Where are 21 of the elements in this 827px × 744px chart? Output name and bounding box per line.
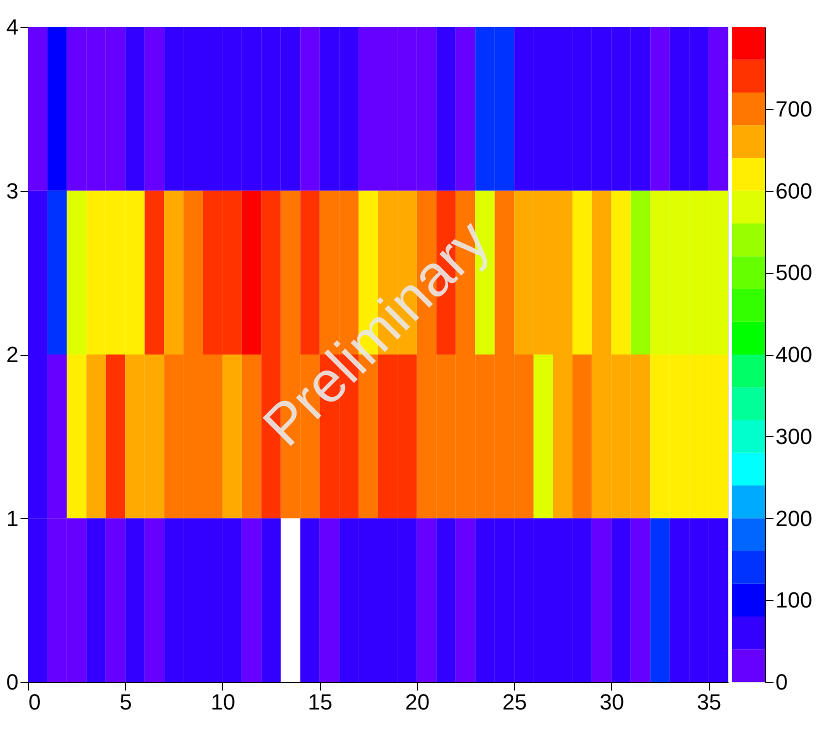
- x-tick-label: 0: [28, 690, 41, 714]
- x-tick-label: 35: [696, 690, 722, 714]
- y-tick-label: 2: [6, 342, 18, 367]
- color-bar-label: 600: [776, 178, 812, 204]
- x-tick-label: 5: [120, 690, 132, 714]
- color-bar-label: 0: [776, 670, 788, 694]
- x-tick-label: 10: [210, 690, 236, 714]
- x-tick-label: 25: [502, 690, 527, 714]
- color-bar-label: 100: [776, 588, 812, 613]
- color-bar-label: 200: [776, 506, 812, 531]
- y-tick-label: 3: [6, 178, 18, 204]
- y-tick-label: 4: [6, 14, 18, 40]
- y-tick-label: 1: [6, 506, 18, 531]
- color-bar-label: 500: [776, 260, 812, 286]
- x-tick-label: 30: [600, 690, 624, 714]
- x-tick-label: 20: [405, 690, 430, 714]
- y-tick-label: 0: [6, 670, 18, 694]
- color-bar-label: 700: [776, 96, 812, 122]
- color-bar-label: 300: [776, 424, 812, 449]
- x-tick-label: 15: [308, 690, 332, 714]
- color-bar-label: 400: [776, 342, 812, 367]
